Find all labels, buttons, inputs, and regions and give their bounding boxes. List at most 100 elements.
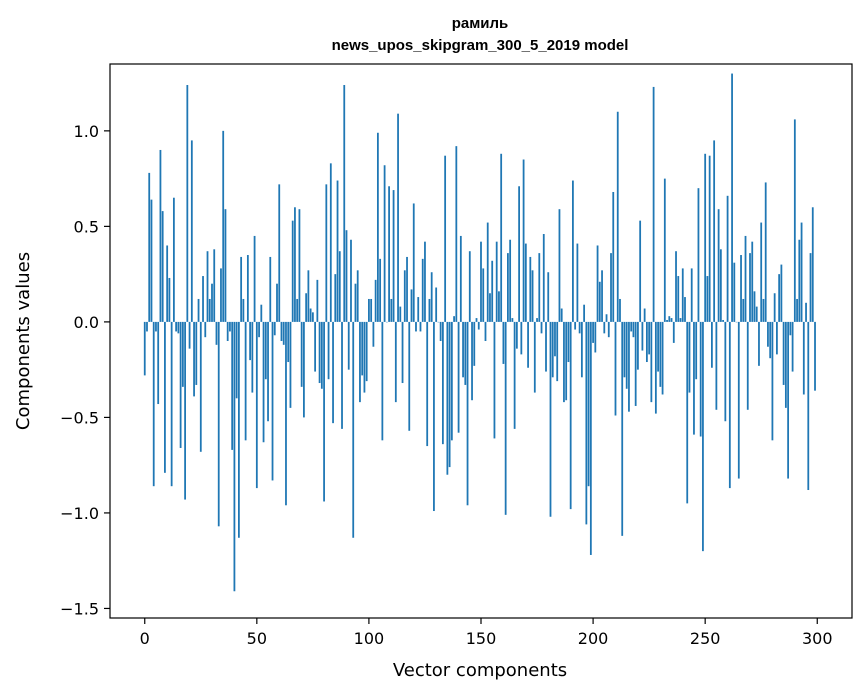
bar	[769, 321, 772, 359]
bar	[352, 321, 355, 538]
bar	[188, 321, 191, 349]
bar	[728, 321, 731, 489]
bar	[731, 73, 733, 322]
x-tick-label: 200	[578, 629, 609, 648]
x-tick-label: 0	[140, 629, 150, 648]
bar	[446, 321, 449, 475]
bar	[217, 321, 220, 527]
bar	[155, 321, 157, 332]
bar	[271, 321, 274, 481]
bar	[551, 321, 554, 378]
bar	[657, 321, 659, 372]
bar	[298, 209, 301, 322]
bar	[408, 321, 411, 431]
bar	[206, 251, 209, 322]
bar	[634, 321, 637, 406]
bar	[511, 318, 514, 322]
y-tick-label: −0.5	[60, 408, 99, 427]
bar	[433, 321, 435, 512]
bar	[238, 321, 240, 538]
bar	[157, 321, 160, 405]
bar	[193, 321, 195, 397]
bar	[195, 321, 198, 385]
bar	[538, 253, 541, 322]
bar	[388, 186, 390, 322]
bar	[587, 321, 590, 487]
bar	[379, 258, 382, 322]
bar	[758, 321, 760, 366]
bar	[233, 321, 236, 592]
bar	[699, 321, 702, 437]
bar	[448, 321, 451, 468]
bar	[401, 321, 404, 384]
x-tick-label: 250	[690, 629, 721, 648]
bar	[341, 321, 343, 429]
bar	[742, 298, 745, 322]
bar	[161, 211, 164, 322]
bar	[251, 321, 254, 393]
bar	[457, 321, 460, 433]
bar	[672, 321, 675, 343]
bar	[592, 321, 594, 343]
bar	[576, 243, 579, 322]
bar	[679, 318, 682, 322]
bar	[502, 321, 505, 364]
bar	[484, 321, 487, 341]
bar	[229, 321, 231, 332]
bar	[782, 321, 785, 385]
bar	[365, 321, 368, 382]
bar	[455, 146, 458, 322]
bar	[419, 321, 422, 332]
bar	[305, 293, 308, 322]
bar	[148, 172, 151, 322]
bar	[495, 241, 498, 322]
bar	[363, 321, 366, 393]
bar	[744, 235, 747, 322]
bar	[146, 321, 148, 332]
bar	[381, 321, 384, 441]
x-axis-label: Vector components	[393, 660, 567, 681]
bar	[468, 251, 471, 322]
bar	[471, 321, 473, 401]
bar	[632, 321, 635, 338]
bar	[737, 321, 740, 479]
bar	[285, 321, 287, 506]
bar	[424, 241, 426, 322]
bar	[771, 321, 774, 441]
bar	[264, 321, 267, 380]
y-tick-label: −1.0	[60, 504, 99, 523]
bar	[260, 304, 263, 322]
bar	[515, 321, 518, 349]
y-tick-label: 1.0	[74, 122, 99, 141]
bar	[724, 321, 727, 422]
bar	[666, 319, 668, 322]
bar	[798, 239, 801, 322]
bar	[332, 321, 334, 424]
bar	[567, 321, 570, 363]
y-axis-label: Components values	[13, 252, 34, 430]
bar	[269, 256, 272, 322]
bar	[493, 321, 496, 439]
bar	[453, 316, 455, 322]
bar	[390, 298, 393, 322]
bar	[663, 178, 666, 322]
bar	[143, 321, 146, 376]
bar	[372, 321, 375, 347]
bar	[462, 321, 464, 378]
bar	[764, 182, 767, 322]
bar	[262, 321, 265, 443]
bar	[166, 245, 169, 322]
bar	[152, 321, 155, 487]
bar	[670, 318, 673, 322]
bar	[637, 321, 639, 370]
bar	[291, 220, 294, 322]
bar	[249, 321, 251, 361]
x-axis-ticks: 0 50 100 150 200 250 300	[140, 618, 833, 648]
bar	[186, 85, 189, 322]
bar	[300, 321, 303, 387]
bar	[755, 306, 758, 322]
chart-subtitle: news_upos_skipgram_300_5_2019 model	[332, 37, 629, 54]
bar	[273, 321, 276, 336]
bar	[717, 209, 720, 322]
y-tick-label: 0.5	[74, 217, 99, 236]
